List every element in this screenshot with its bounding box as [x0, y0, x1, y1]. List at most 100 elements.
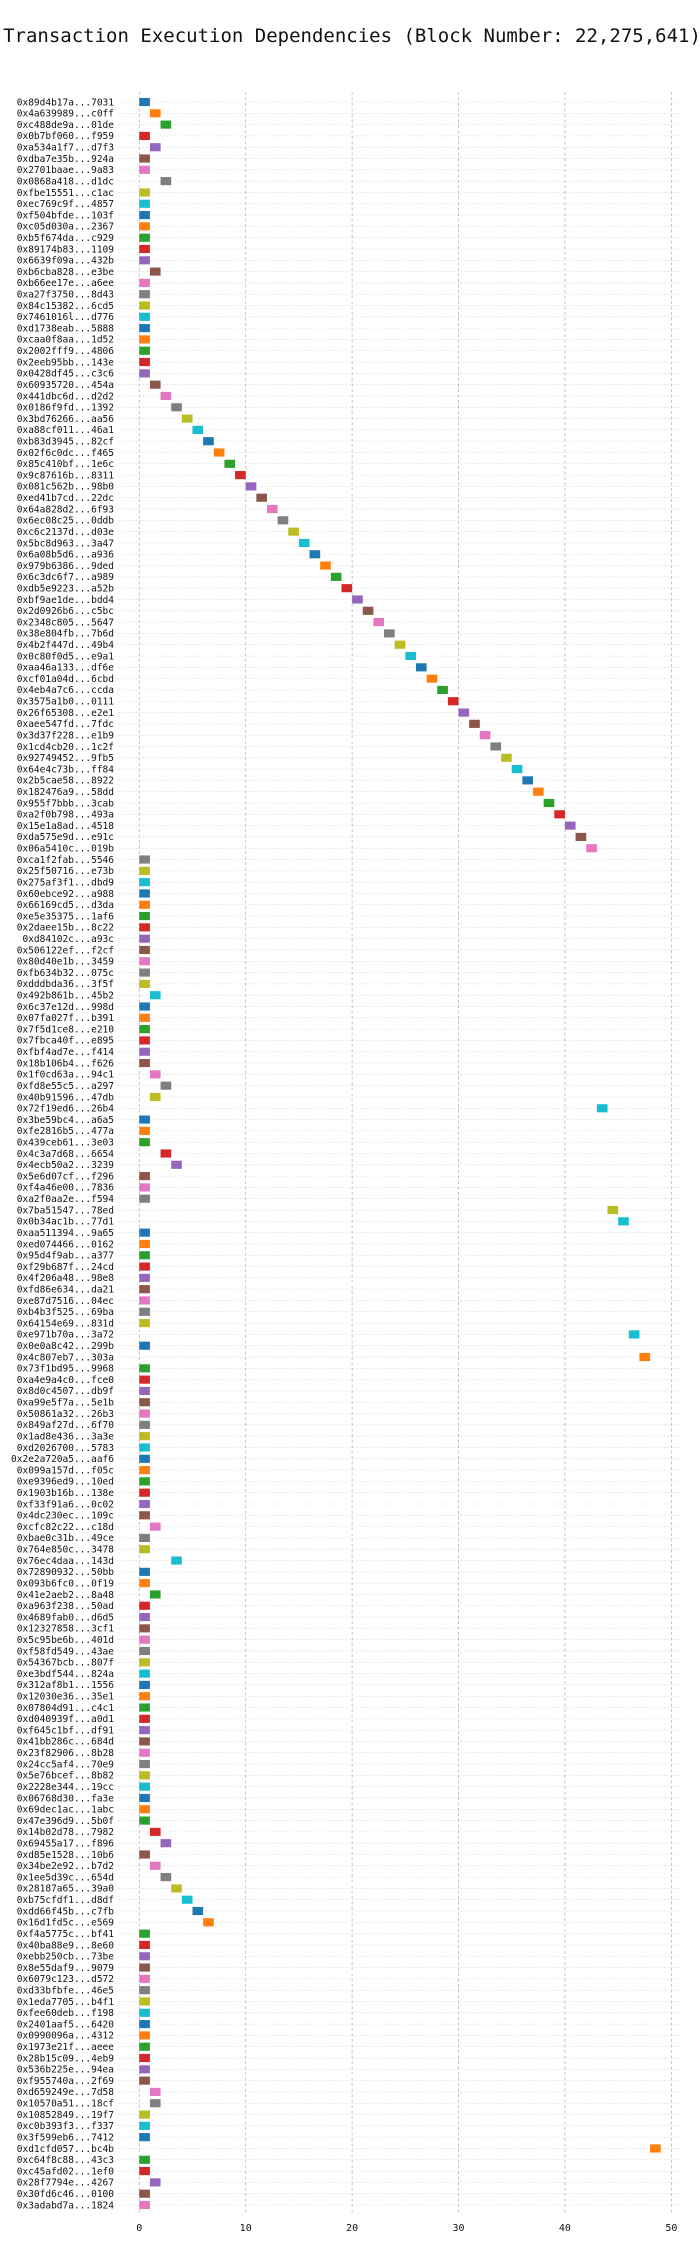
tx-label: 0xed41b7cd...22dc — [17, 493, 114, 504]
tx-label: 0x955f7bbb...3cab — [17, 798, 115, 809]
tx-bar — [139, 1963, 150, 1972]
tx-label: 0xcf01a04d...6cbd — [17, 674, 114, 685]
tx-bar — [139, 1432, 150, 1441]
tx-bar — [139, 1239, 150, 1249]
x-tick-label: 20 — [346, 2223, 358, 2234]
tx-bar — [139, 1533, 150, 1542]
tx-bar — [554, 810, 565, 819]
tx-label: 0xec769c9f...4857 — [17, 199, 114, 210]
tx-bar — [149, 267, 161, 276]
tx-label: 0xd33bfbfe...46e5 — [17, 1985, 114, 1996]
tx-bar — [405, 651, 416, 661]
tx-bar — [479, 731, 491, 740]
tx-bar — [149, 1590, 161, 1599]
tx-bar — [139, 1579, 150, 1588]
tx-bar — [139, 1364, 150, 1373]
tx-bar — [139, 1816, 150, 1825]
tx-label: 0xaa46a133...df6e — [17, 663, 115, 674]
tx-bar — [139, 1398, 150, 1407]
tx-bar — [373, 618, 385, 627]
tx-bar — [320, 561, 331, 570]
tx-label: 0x26f65308...e2e1 — [17, 708, 115, 719]
tx-bar — [139, 2076, 150, 2085]
tx-label: 0xb5f674da...c929 — [17, 233, 115, 244]
tx-label: 0xfbf4ad7e...f414 — [17, 1047, 115, 1058]
tx-label: 0x2002fff9...4806 — [17, 346, 115, 357]
tx-label: 0x14b02d78...7982 — [17, 1827, 114, 1838]
tx-label: 0x06768d30...fa3e — [17, 1793, 115, 1804]
tx-bar — [139, 1635, 150, 1644]
tx-label: 0x24cc5af4...70e9 — [17, 1759, 115, 1770]
tx-bar — [171, 403, 182, 412]
tx-bar — [277, 516, 289, 525]
tx-label: 0x12030e36...35e1 — [17, 1692, 115, 1703]
x-tick-label: 10 — [240, 2223, 252, 2234]
tx-bar — [139, 1228, 150, 1237]
tx-bar — [330, 572, 342, 581]
tx-label: 0x182476a9...58dd — [17, 787, 114, 798]
tx-label: 0x2701baae...9a83 — [17, 165, 114, 176]
tx-bar — [266, 504, 278, 514]
tx-label: 0x60935720...454a — [17, 380, 114, 391]
tx-label: 0x0b34ac1b...77d1 — [17, 1217, 115, 1228]
tx-label: 0x439ceb61...3e03 — [17, 1137, 114, 1148]
tx-bar — [224, 459, 236, 468]
tx-label: 0x1f0cd63a...94c1 — [17, 1070, 115, 1081]
tx-label: 0xbae0c31b...49ce — [17, 1533, 115, 1544]
tx-bar — [203, 437, 214, 446]
tx-label: 0xbf9ae1de...bdd4 — [17, 595, 115, 606]
tx-label: 0xfbe15551...c1ac — [17, 188, 114, 199]
tx-bar — [650, 2144, 661, 2153]
tx-bar — [490, 742, 502, 751]
tx-label: 0x1973e21f...aeee — [17, 2042, 115, 2053]
tx-label: 0x6c3dc6f7...a989 — [17, 572, 115, 583]
x-axis-ticks: 0 10 20 30 40 50 — [136, 2223, 677, 2234]
tx-label: 0xdb5e9223...a52b — [17, 583, 115, 594]
tx-label: 0xa2f0aa2e...f594 — [17, 1194, 115, 1205]
tx-bar — [139, 2065, 150, 2074]
tx-bar — [181, 414, 193, 423]
tx-bar — [160, 1839, 172, 1848]
tx-bar — [139, 866, 150, 875]
tx-bar — [160, 1873, 172, 1882]
tx-label: 0x093b6fc0...0f19 — [17, 1578, 115, 1589]
tx-label: 0x18b106b4...f626 — [17, 1058, 115, 1069]
tx-bar — [139, 1285, 150, 1294]
tx-label: 0xd040939f...a0d1 — [17, 1714, 115, 1725]
tx-label: 0x0990096a...4312 — [17, 2031, 114, 2042]
tx-label: 0x979b6386...9ded — [17, 561, 114, 572]
tx-label: 0x7461016l...d776 — [17, 312, 115, 323]
tx-label: 0xcaa0f8aa...1d52 — [17, 335, 114, 346]
tx-label: 0x72890932...50bb — [17, 1567, 115, 1578]
tx-label: 0xfd86e634...da21 — [17, 1284, 115, 1295]
tx-label: 0x50861a32...26b3 — [17, 1409, 114, 1420]
tx-label: 0x2401aaf5...6420 — [17, 2019, 115, 2030]
tx-label: 0xaee547fd...7fdc — [17, 719, 114, 730]
tx-label: 0xa27f3750...8d43 — [17, 290, 114, 301]
tx-label: 0x2e2a720a5...aaf6 — [11, 1454, 114, 1465]
tx-bar — [149, 2178, 161, 2187]
tx-bar — [139, 945, 150, 955]
tx-label: 0x0b7bf060...f959 — [17, 131, 115, 142]
tx-label: 0xe971b70a...3a72 — [17, 1330, 114, 1341]
tx-bar — [139, 1036, 150, 1045]
tx-bar — [139, 1929, 150, 1938]
tx-bar — [139, 1138, 150, 1147]
tx-bar — [139, 911, 150, 921]
chart-title: Transaction Execution Dependencies (Bloc… — [3, 25, 700, 47]
tx-label: 0x4dc230ec...109c — [17, 1511, 114, 1522]
tx-label: 0x6079c123...d572 — [17, 1974, 114, 1985]
tx-label: 0x23f82906...8b28 — [17, 1748, 115, 1759]
grid-layer — [118, 92, 682, 2215]
tx-label: 0xdba7e35b...924a — [17, 154, 114, 165]
tx-label: 0x3d37f228...e1b9 — [17, 730, 115, 741]
tx-label: 0xebb250cb...73be — [17, 1952, 115, 1963]
tx-bar — [628, 1330, 640, 1339]
tx-label: 0xa2f0b798...493a — [17, 810, 114, 821]
tx-bar — [149, 1827, 161, 1836]
tx-bar — [139, 1805, 150, 1814]
tx-label: 0x38e804fb...7b6d — [17, 629, 114, 640]
tx-label: 0x5c95be6b...401d — [17, 1635, 114, 1646]
tx-bar — [139, 2167, 150, 2176]
tx-label: 0xa534a1f7...d7f3 — [17, 143, 114, 154]
